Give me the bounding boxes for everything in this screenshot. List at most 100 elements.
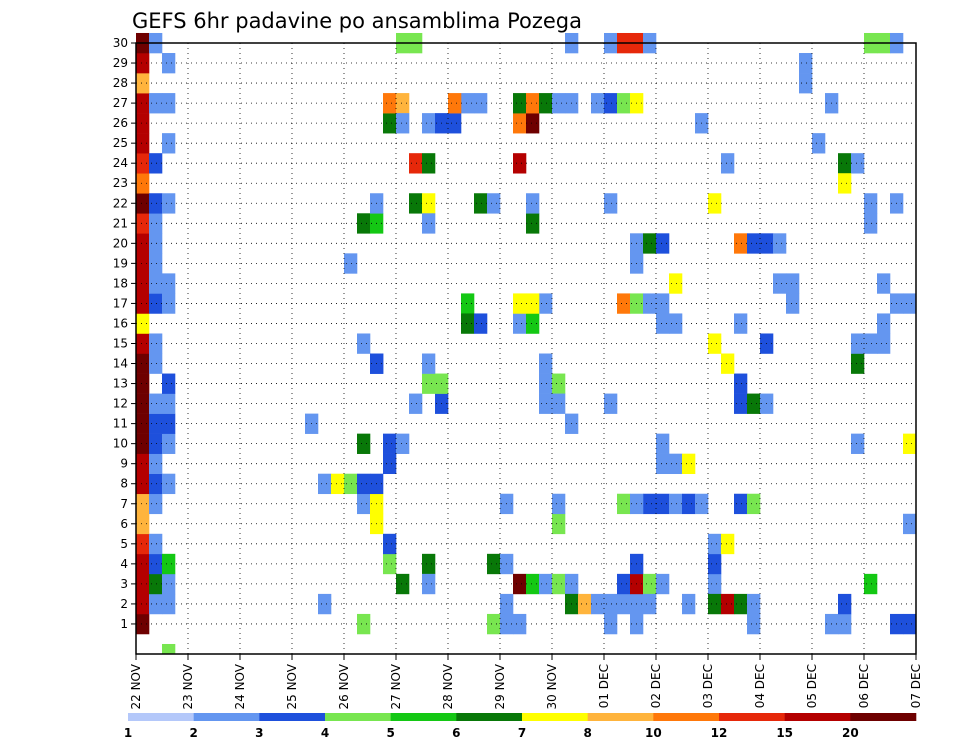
heatmap-cell xyxy=(357,493,371,515)
heatmap-cell xyxy=(747,233,761,254)
heatmap-cell xyxy=(656,493,670,515)
heatmap-cell xyxy=(539,373,553,394)
heatmap-cell xyxy=(474,93,488,114)
heatmap-cell xyxy=(708,573,722,595)
heatmap-cell xyxy=(617,493,631,515)
heatmap-cell xyxy=(396,573,410,595)
colorbar-label: 7 xyxy=(518,726,526,740)
heatmap-cell xyxy=(552,93,566,114)
y-tick-label: 8 xyxy=(120,477,128,491)
heatmap-cell xyxy=(136,613,150,635)
heatmap-cell xyxy=(357,473,371,495)
heatmap-cell xyxy=(513,313,527,334)
heatmap-cell xyxy=(604,613,618,635)
heatmap-cell xyxy=(526,193,540,214)
y-tick-label: 14 xyxy=(113,357,128,371)
heatmap-cell xyxy=(656,293,670,314)
heatmap-cell xyxy=(721,153,735,174)
grid-lines xyxy=(136,42,916,654)
heatmap-cell xyxy=(409,393,423,414)
heatmap-cell xyxy=(422,353,436,374)
heatmap-cell xyxy=(448,113,462,134)
heatmap-cell xyxy=(617,293,631,314)
heatmap-cell xyxy=(136,233,150,254)
heatmap-cell xyxy=(643,573,657,595)
heatmap-cell xyxy=(877,273,891,294)
heatmap-cell xyxy=(747,613,761,635)
heatmap-cell xyxy=(162,373,176,394)
heatmap-cell xyxy=(136,433,150,454)
heatmap-cell xyxy=(136,473,150,495)
heatmap-cell xyxy=(734,373,748,394)
heatmap-cell xyxy=(838,613,852,635)
heatmap-cell xyxy=(669,273,683,294)
heatmap-cell xyxy=(526,213,540,234)
heatmap-cell xyxy=(149,353,163,374)
heatmap-cell xyxy=(383,433,397,454)
heatmap-cell xyxy=(136,353,150,374)
heatmap-cell xyxy=(162,643,176,655)
y-tick-label: 26 xyxy=(113,116,128,130)
heatmap-cell xyxy=(708,193,722,214)
heatmap-cells xyxy=(136,32,917,655)
heatmap-cell xyxy=(149,213,163,234)
heatmap-cell xyxy=(747,393,761,414)
heatmap-cell xyxy=(344,253,358,274)
y-tick-label: 21 xyxy=(113,216,128,230)
heatmap-cell xyxy=(136,113,150,134)
x-tick-label: 03 DEC xyxy=(701,664,715,708)
x-tick-label: 22 NOV xyxy=(129,663,143,709)
heatmap-cell xyxy=(487,553,501,575)
colorbar-swatch xyxy=(456,713,523,721)
heatmap-cell xyxy=(734,493,748,515)
chart-title: GEFS 6hr padavine po ansamblima Pozega xyxy=(132,9,582,33)
heatmap-cell xyxy=(383,113,397,134)
heatmap-cell xyxy=(136,373,150,394)
colorbar-label: 15 xyxy=(776,726,793,740)
y-tick-label: 12 xyxy=(113,397,128,411)
heatmap-cell xyxy=(162,573,176,595)
heatmap-cell xyxy=(357,333,371,354)
y-tick-label: 4 xyxy=(120,557,128,571)
y-tick-label: 30 xyxy=(113,36,128,50)
heatmap-cell xyxy=(136,553,150,575)
heatmap-cell xyxy=(136,153,150,174)
colorbar-swatch xyxy=(325,713,391,721)
heatmap-cell xyxy=(149,593,163,615)
heatmap-cell xyxy=(149,413,163,434)
heatmap-cell xyxy=(149,333,163,354)
y-tick-label: 19 xyxy=(113,256,128,270)
y-tick-label: 7 xyxy=(120,497,128,511)
heatmap-cell xyxy=(422,153,436,174)
heatmap-cell xyxy=(396,113,410,134)
heatmap-cell xyxy=(526,313,540,334)
heatmap-cell xyxy=(851,433,865,454)
x-tick-label: 05 DEC xyxy=(805,664,819,708)
colorbar-swatch xyxy=(128,713,194,721)
colorbar-swatch xyxy=(193,713,260,721)
y-tick-label: 15 xyxy=(113,336,128,350)
heatmap-cell xyxy=(357,613,371,635)
colorbar-swatch xyxy=(653,713,720,721)
y-tick-label: 11 xyxy=(113,417,128,431)
heatmap-cell xyxy=(136,453,150,475)
heatmap-cell xyxy=(656,453,670,475)
heatmap-cell xyxy=(708,553,722,575)
y-tick-label: 6 xyxy=(120,517,128,531)
x-tick-label: 25 NOV xyxy=(285,663,299,709)
heatmap-cell xyxy=(162,193,176,214)
heatmap-cell xyxy=(643,493,657,515)
heatmap-cell xyxy=(799,73,813,94)
heatmap-cell xyxy=(552,573,566,595)
heatmap-cell xyxy=(513,153,527,174)
heatmap-cell xyxy=(617,93,631,114)
y-tick-label: 25 xyxy=(113,136,128,150)
heatmap-cell xyxy=(838,153,852,174)
heatmap-cell xyxy=(461,293,475,314)
heatmap-cell xyxy=(136,173,150,194)
heatmap-cell xyxy=(136,53,150,74)
heatmap-cell xyxy=(604,193,618,214)
y-tick-label: 2 xyxy=(120,597,128,611)
heatmap-cell xyxy=(656,433,670,454)
heatmap-cell xyxy=(136,413,150,434)
